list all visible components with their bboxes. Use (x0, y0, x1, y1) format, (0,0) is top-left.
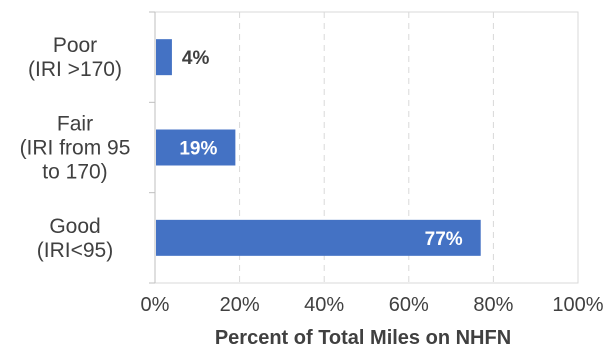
x-tick-label-0: 0% (141, 294, 170, 316)
category-label-2: Good (IRI<95) (37, 215, 113, 262)
category-label-line: to 170) (42, 161, 107, 184)
x-axis: 0% 20% 40% 60% 80% 100% (141, 294, 604, 316)
category-label-line: Good (49, 215, 100, 238)
y-axis: Poor (IRI >170) Fair (IRI from 95 to 170) Goo… (20, 11, 156, 284)
category-label-0: Poor (IRI >170) (28, 34, 122, 81)
category-label-line: Poor (53, 34, 97, 57)
x-tick-label-4: 80% (473, 294, 513, 316)
bars: 4% 19% 77% (156, 39, 481, 256)
x-axis-title: Percent of Total Miles on NHFN (215, 327, 511, 349)
x-tick-label-5: 100% (552, 294, 603, 316)
data-label-2: 77% (425, 229, 463, 250)
category-label-line: (IRI >170) (28, 58, 122, 81)
category-label-line: Fair (57, 113, 93, 136)
category-label-line: (IRI from 95 (20, 137, 131, 160)
bar-2 (156, 219, 481, 256)
bar-1 (156, 129, 236, 166)
x-tick-label-2: 40% (304, 294, 344, 316)
x-tick-label-3: 60% (389, 294, 429, 316)
data-label-1: 19% (179, 139, 217, 160)
category-label-1: Fair (IRI from 95 to 170) (20, 113, 131, 184)
data-label-0: 4% (182, 48, 210, 69)
bar-0 (156, 39, 172, 76)
category-label-line: (IRI<95) (37, 239, 113, 262)
x-tick-label-1: 20% (220, 294, 260, 316)
